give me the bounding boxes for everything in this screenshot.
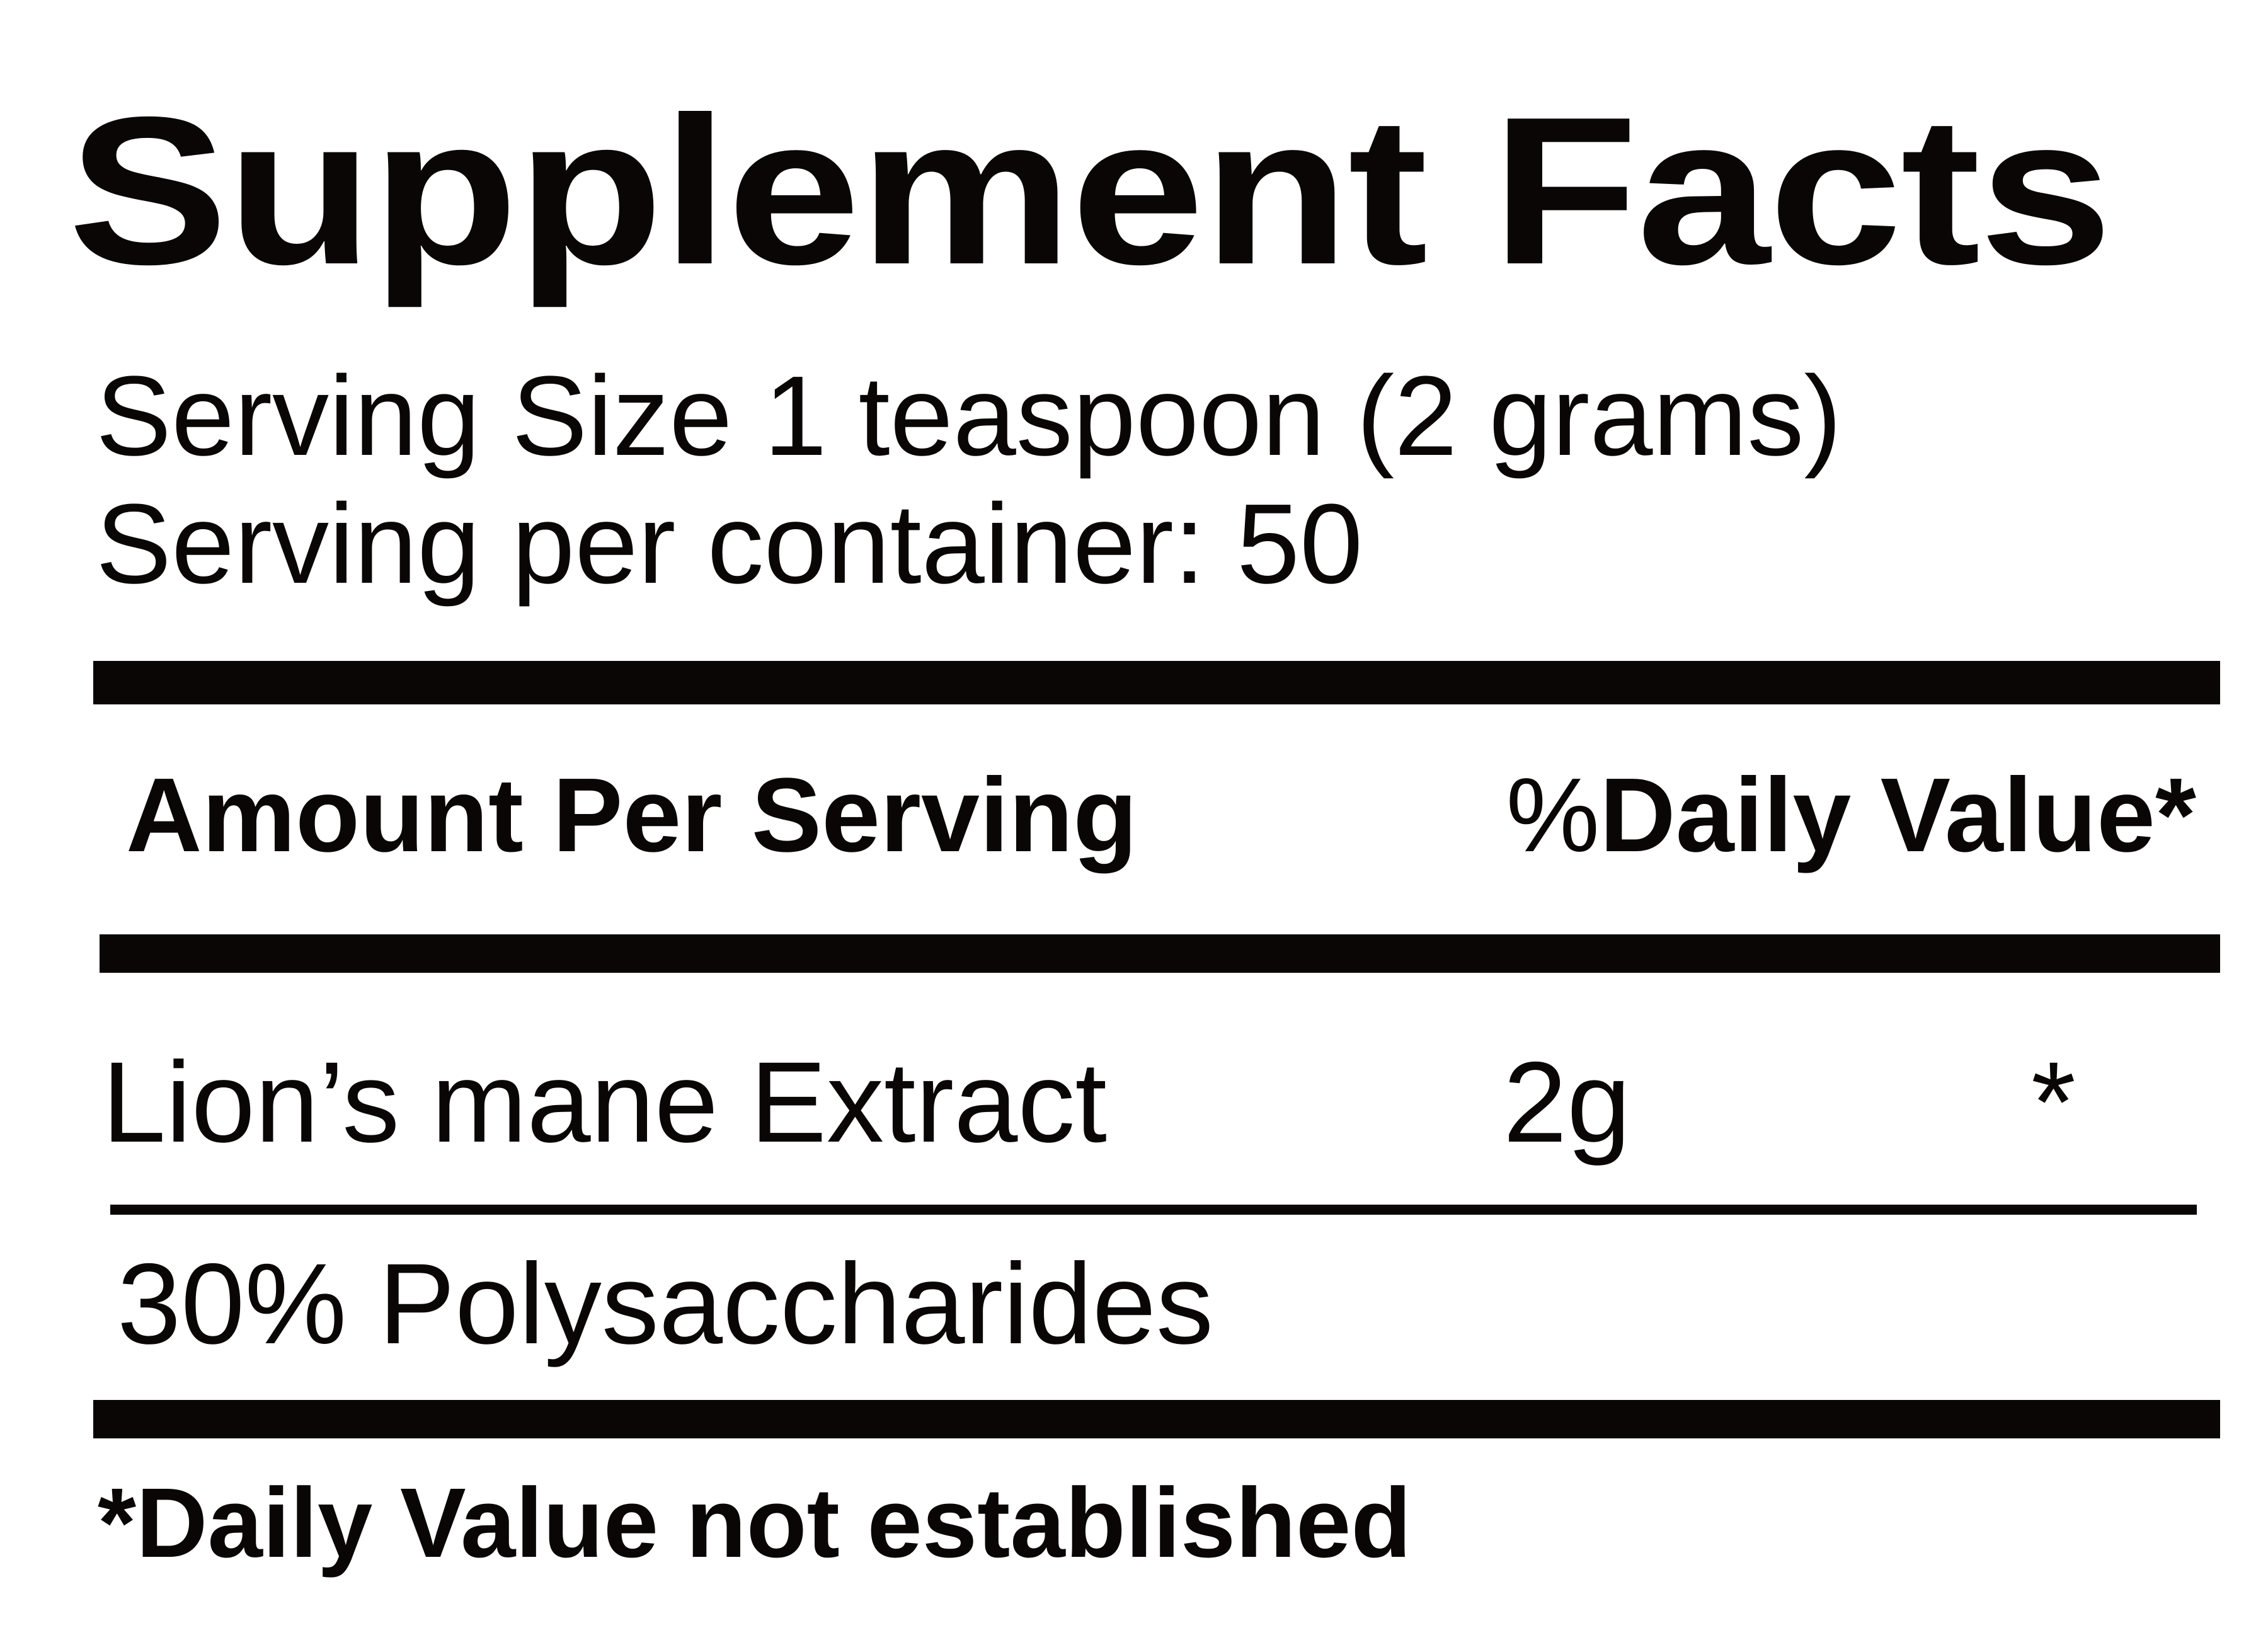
- percent-sign: %: [1506, 757, 1600, 874]
- ingredient-name: Lion’s mane Extract: [102, 1038, 1107, 1166]
- ingredient-amount: 2g: [1503, 1038, 1631, 1166]
- sub-ingredient-standardization: 30% Polysaccharides: [117, 1239, 1214, 1368]
- ingredient-daily-value-asterisk: *: [2031, 1038, 2076, 1166]
- daily-value-footnote: *Daily Value not established: [98, 1468, 1412, 1578]
- amount-per-serving-header: Amount Per Serving: [126, 757, 1138, 874]
- thick-divider-under-headers: [100, 934, 2220, 973]
- daily-value-header-text: Daily Value*: [1600, 757, 2196, 874]
- servings-per-container-line: Serving per container: 50: [96, 481, 1363, 607]
- daily-value-header: %Daily Value*: [1506, 763, 2196, 868]
- serving-size-line: Serving Size 1 teaspoon (2 grams): [96, 353, 1842, 479]
- thick-divider-top: [93, 661, 2220, 704]
- thick-divider-bottom: [93, 1400, 2220, 1438]
- thin-divider-under-ingredient: [110, 1205, 2197, 1215]
- label-title: Supplement Facts: [68, 73, 2112, 308]
